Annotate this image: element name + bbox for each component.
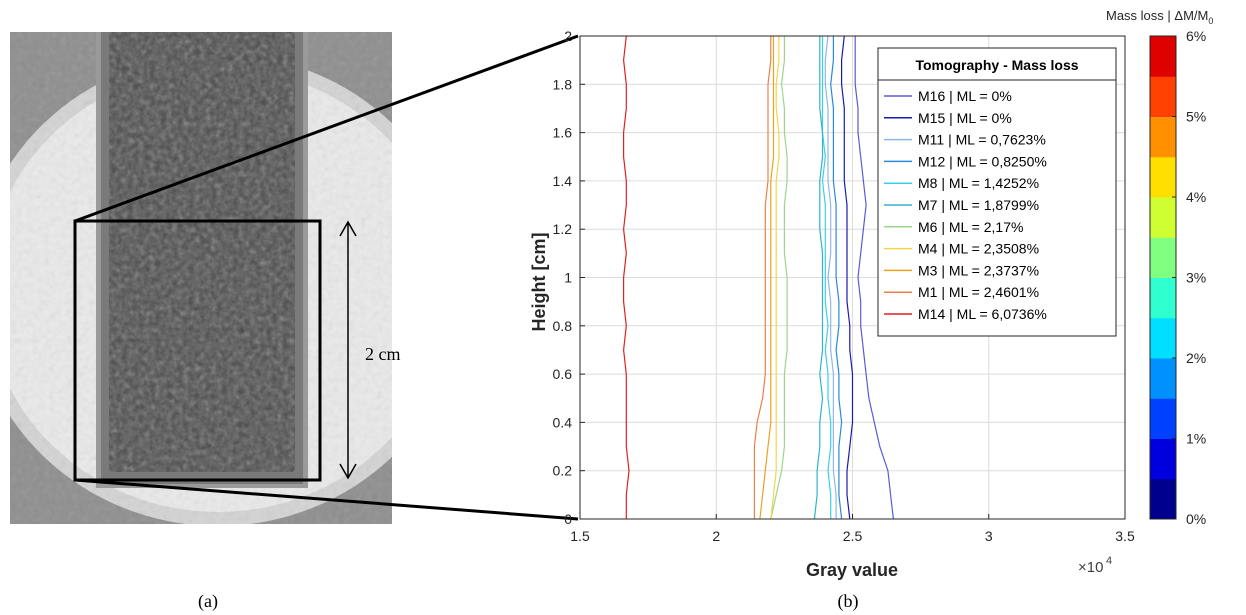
series-line-0 <box>854 36 894 519</box>
colorbar-segment <box>1150 398 1176 439</box>
series-line-3 <box>830 36 843 519</box>
colorbar-tick-label: 1% <box>1186 431 1206 447</box>
colorbar-segment <box>1150 438 1176 480</box>
legend-entry: M16 | ML = 0% <box>918 88 1012 104</box>
y-tick-label: 2 <box>564 28 572 44</box>
legend-entry: M4 | ML = 2,3508% <box>918 241 1039 257</box>
colorbar-segment <box>1150 478 1176 520</box>
tomography-image <box>10 32 392 524</box>
series-line-10 <box>622 36 630 519</box>
colorbar-segment <box>1150 358 1176 399</box>
zoom-line-bottom <box>74 478 579 521</box>
colorbar-title-subscript: 0 <box>1208 16 1213 26</box>
colorbar-title: Mass loss | ΔM/M0 <box>1106 8 1213 26</box>
series-line-2 <box>824 36 837 519</box>
colorbar-segment <box>1150 317 1176 359</box>
series-line-9 <box>753 36 772 519</box>
series-group <box>622 36 894 519</box>
colorbar-ticks: 0% 1% 2% 3% 4% 5% 6% <box>1172 28 1206 527</box>
scale-label: 2 cm <box>365 344 401 364</box>
colorbar-segment <box>1150 237 1176 278</box>
x-axis-ticks: 1.5 2 2.5 3 3.5 <box>570 514 1135 544</box>
x-tick-label: 1.5 <box>570 528 590 544</box>
colorbar-segment <box>1150 116 1176 158</box>
y-tick-label: 1.2 <box>553 221 573 237</box>
colorbar-segment <box>1150 277 1176 319</box>
colorbar-segment <box>1150 76 1176 117</box>
x-tick-label: 2 <box>712 528 720 544</box>
caption-a: (a) <box>198 591 218 612</box>
y-tick-label: 0.8 <box>553 318 573 334</box>
zoom-line-top <box>74 34 579 223</box>
legend-entry: M12 | ML = 0,8250% <box>918 153 1047 169</box>
legend: Tomography - Mass loss M16 | ML = 0% M15 … <box>877 47 1117 337</box>
series-line-1 <box>840 36 854 519</box>
series-line-7 <box>770 36 780 519</box>
legend-entry: M6 | ML = 2,17% <box>918 219 1023 235</box>
colorbar-tick-label: 2% <box>1186 350 1206 366</box>
x-tick-label: 2.5 <box>843 528 863 544</box>
colorbar-tick-label: 0% <box>1186 511 1206 527</box>
colorbar-title-prefix: Mass loss | <box>1106 8 1174 23</box>
legend-entry: M11 | ML = 0,7623% <box>918 132 1046 148</box>
y-tick-label: 1.6 <box>553 125 573 141</box>
legend-entry: M14 | ML = 6,0736% <box>918 306 1047 322</box>
colorbar: Mass loss | ΔM/M0 0% 1% 2% 3% 4% 5% 6% <box>1106 8 1213 527</box>
caption-b: (b) <box>838 591 859 612</box>
y-axis-label: Height [cm] <box>529 233 549 332</box>
colorbar-tick-label: 4% <box>1186 189 1206 205</box>
zoom-region-box <box>73 219 322 482</box>
legend-entries: M16 | ML = 0% M15 | ML = 0% M11 | ML = 0,7… <box>884 88 1047 322</box>
series-line-6 <box>770 36 788 519</box>
scale-arrow <box>339 220 357 480</box>
series-line-4 <box>821 36 832 519</box>
colorbar-segment <box>1150 156 1176 198</box>
legend-entry: M8 | ML = 1,4252% <box>918 175 1039 191</box>
y-tick-label: 1.4 <box>553 173 573 189</box>
y-tick-label: 0 <box>564 511 572 527</box>
colorbar-tick-label: 6% <box>1186 28 1206 44</box>
x-tick-label: 3 <box>985 528 993 544</box>
y-tick-label: 1 <box>564 270 572 286</box>
colorbar-segment <box>1150 36 1176 77</box>
y-tick-label: 0.4 <box>553 414 573 430</box>
legend-title: Tomography - Mass loss <box>915 57 1078 73</box>
legend-entry: M1 | ML = 2,4601% <box>918 284 1039 300</box>
colorbar-tick-label: 5% <box>1186 109 1206 125</box>
x-axis-label: Gray value <box>806 560 898 580</box>
series-line-8 <box>759 36 775 519</box>
y-tick-label: 0.2 <box>553 463 573 479</box>
x-tick-label: 3.5 <box>1115 528 1135 544</box>
legend-box <box>877 47 1117 337</box>
colorbar-segment <box>1150 197 1176 238</box>
colorbar-segments <box>1150 36 1176 520</box>
series-line-5 <box>813 36 824 519</box>
legend-entry: M3 | ML = 2,3737% <box>918 262 1039 278</box>
legend-entry: M15 | ML = 0% <box>918 110 1012 126</box>
colorbar-tick-label: 3% <box>1186 270 1206 286</box>
colorbar-title-symbol: ΔM/M <box>1174 8 1208 23</box>
x-exponent-power: 4 <box>1106 555 1112 567</box>
legend-entry: M7 | ML = 1,8799% <box>918 197 1039 213</box>
x-exponent-base: ×10 <box>1078 559 1103 576</box>
y-tick-label: 1.8 <box>553 76 573 92</box>
y-tick-label: 0.6 <box>553 366 573 382</box>
x-exponent: ×10 4 <box>1078 555 1112 576</box>
y-axis-ticks: 0 0.2 0.4 0.6 0.8 1 1.2 1.4 1.6 1.8 2 <box>553 28 585 527</box>
